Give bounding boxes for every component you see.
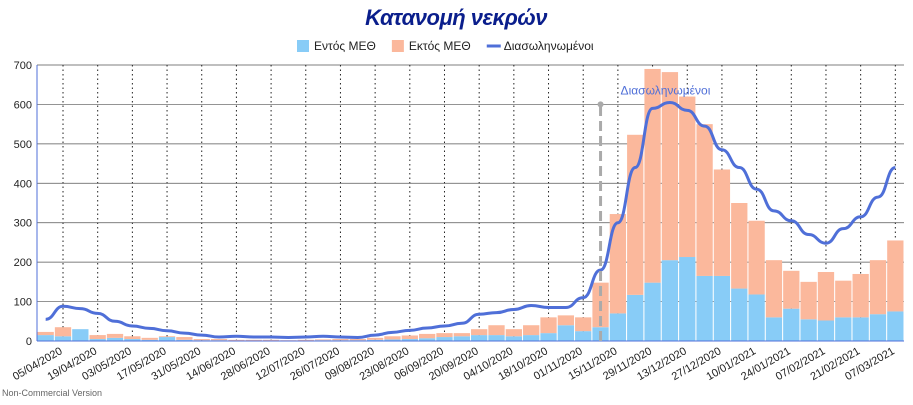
y-tick-label: 0 (26, 336, 32, 348)
bar (644, 283, 660, 341)
bar (818, 320, 834, 341)
bar (558, 325, 574, 341)
bar (731, 203, 747, 289)
bar (766, 317, 782, 341)
bar (298, 340, 314, 341)
bar (766, 260, 782, 317)
bar (887, 240, 903, 311)
bar (800, 319, 816, 341)
bar (853, 317, 869, 341)
bar (714, 276, 730, 341)
bar (783, 309, 799, 341)
bar (870, 260, 886, 314)
bar (159, 337, 175, 341)
y-tick-label: 700 (14, 60, 32, 72)
y-tick-label: 500 (14, 139, 32, 151)
bar (194, 339, 210, 340)
y-tick-label: 200 (14, 257, 32, 269)
bar (436, 337, 452, 341)
bar (644, 69, 660, 283)
bar (488, 325, 504, 335)
annotation-text: Διασωληνωμένοι (621, 83, 711, 97)
bar (228, 340, 244, 341)
footer: Non-Commercial Version (2, 388, 102, 398)
bar (488, 335, 504, 341)
bar (679, 257, 695, 341)
bar (558, 315, 574, 325)
bar (350, 339, 366, 340)
bar (783, 271, 799, 309)
legend-swatch (297, 40, 309, 52)
bar (835, 281, 851, 318)
bar (55, 327, 71, 336)
bar (870, 314, 886, 341)
bar (72, 329, 88, 341)
bar (679, 97, 695, 257)
bar (454, 333, 470, 336)
bar (90, 335, 106, 339)
bar (853, 274, 869, 317)
bar (748, 294, 764, 341)
bar (575, 331, 591, 341)
bar (471, 329, 487, 335)
bar (696, 124, 712, 276)
bar (263, 340, 279, 341)
bar (38, 335, 54, 341)
legend-label: Διασωληνωμένοι (504, 39, 594, 53)
bar (159, 336, 175, 337)
bar (332, 339, 348, 340)
annotation-dot (598, 101, 604, 107)
bar (384, 336, 400, 339)
bar (506, 336, 522, 341)
legend-swatch (392, 40, 404, 52)
bar (696, 276, 712, 341)
bar (575, 317, 591, 331)
bar (714, 169, 730, 275)
bar (436, 333, 452, 337)
bar (367, 338, 383, 340)
bar (887, 311, 903, 341)
bar (176, 337, 192, 340)
bar (454, 336, 470, 341)
bar (315, 339, 331, 340)
bar (662, 260, 678, 341)
bar (818, 272, 834, 320)
bar (627, 295, 643, 341)
bar (506, 329, 522, 336)
bar (211, 339, 227, 340)
bar (662, 72, 678, 260)
bar (38, 332, 54, 335)
bar (748, 221, 764, 295)
bar (540, 317, 556, 333)
legend-label: Εντός ΜΕΘ (314, 39, 376, 53)
bar (731, 289, 747, 341)
bar (246, 340, 262, 341)
y-tick-label: 300 (14, 218, 32, 230)
bar (800, 282, 816, 319)
bar (142, 338, 158, 340)
bar (835, 317, 851, 341)
bar (610, 313, 626, 341)
bar (523, 325, 539, 335)
bar (523, 335, 539, 341)
bar (107, 334, 123, 338)
y-tick-label: 100 (14, 297, 32, 309)
bar (540, 333, 556, 341)
bar (55, 336, 71, 341)
y-tick-label: 400 (14, 178, 32, 190)
y-tick-label: 600 (14, 99, 32, 111)
legend: Εντός ΜΕΘ Εκτός ΜΕΘ Διασωληνωμένοι (297, 39, 594, 53)
legend-label: Εκτός ΜΕΘ (409, 39, 471, 53)
bar (124, 336, 140, 339)
chart-title: Κατανομή νεκρών (365, 5, 548, 30)
bar (419, 334, 435, 338)
bar (402, 335, 418, 339)
bar (471, 335, 487, 341)
